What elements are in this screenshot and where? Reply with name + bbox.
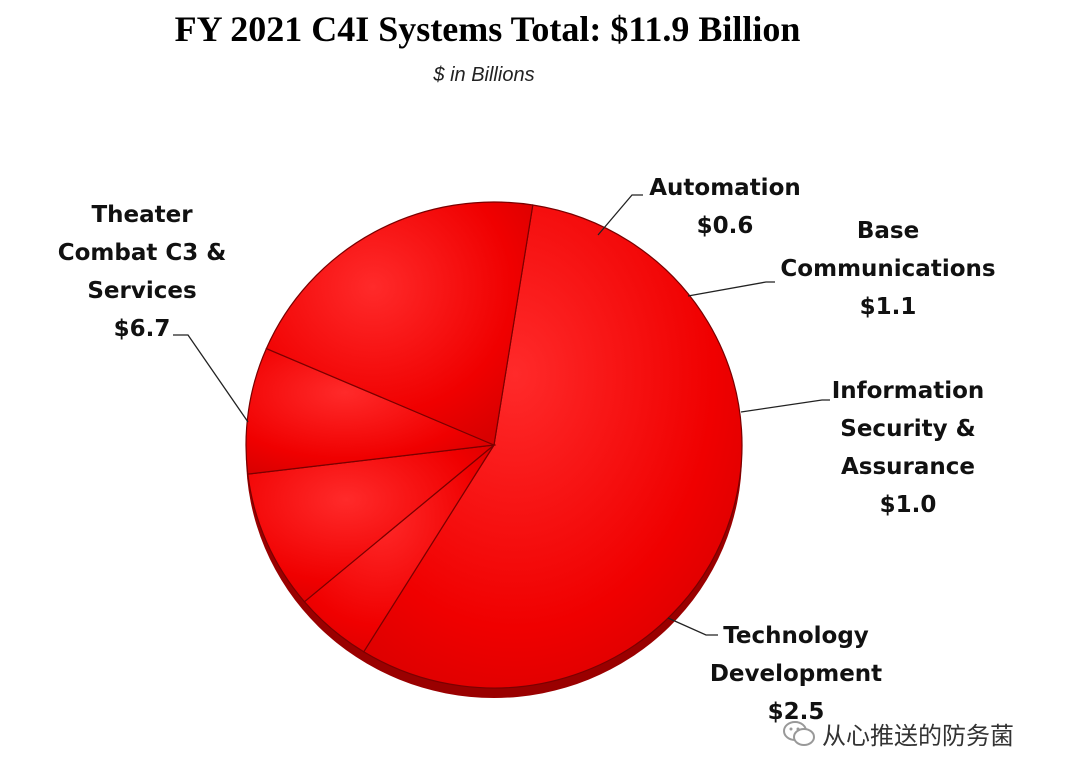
slice-label-line-0-1: Combat C3 & [58, 240, 227, 266]
slice-label-4: Technology Development $2.5 [710, 623, 882, 725]
chart-title: FY 2021 C4I Systems Total: $11.9 Billion [174, 9, 801, 49]
slice-label-2: Base Communications $1.1 [780, 218, 995, 320]
pie-slice-2 [247, 444, 496, 603]
slice-label-line-2-1: Communications [780, 256, 995, 282]
wechat-icon [783, 720, 815, 746]
watermark: 从心推送的防务菌 [782, 716, 1014, 751]
leader-line-1 [597, 194, 643, 236]
pie-slices [245, 201, 743, 689]
slice-label-3: Information Security & Assurance $1.0 [832, 378, 985, 518]
slice-label-line-1-0: Automation [649, 175, 801, 201]
leader-line-0 [173, 334, 249, 423]
slice-label-line-3-0: Information [832, 378, 985, 404]
slice-label-line-4-1: Development [710, 661, 882, 687]
leader-line-3 [740, 399, 830, 413]
chart-subtitle: $ in Billions [433, 64, 535, 86]
slice-label-line-0-2: Services [87, 278, 196, 304]
slice-label-line-3-2: Assurance [841, 454, 975, 480]
slice-label-0: Theater Combat C3 & Services $6.7 [58, 202, 227, 342]
slice-label-line-4-0: Technology [723, 623, 869, 649]
watermark-text: 从心推送的防务菌 [822, 722, 1014, 750]
pie-slice-3 [245, 347, 497, 475]
slice-value-3: $1.0 [880, 492, 937, 518]
slice-label-line-0-0: Theater [91, 202, 193, 228]
leader-lines [173, 194, 830, 636]
slice-label-line-2-0: Base [857, 218, 919, 244]
slice-value-2: $1.1 [860, 294, 917, 320]
slice-value-0: $6.7 [114, 316, 171, 342]
slice-value-1: $0.6 [697, 213, 754, 239]
pie-slice-4 [265, 201, 534, 446]
leader-line-2 [687, 281, 775, 297]
slice-label-line-3-1: Security & [840, 416, 975, 442]
pie-slice-0 [362, 204, 743, 689]
slice-label-1: Automation $0.6 [649, 175, 801, 239]
slice-labels: Theater Combat C3 & Services $6.7 Automation… [58, 175, 996, 725]
leader-line-4 [667, 617, 718, 636]
